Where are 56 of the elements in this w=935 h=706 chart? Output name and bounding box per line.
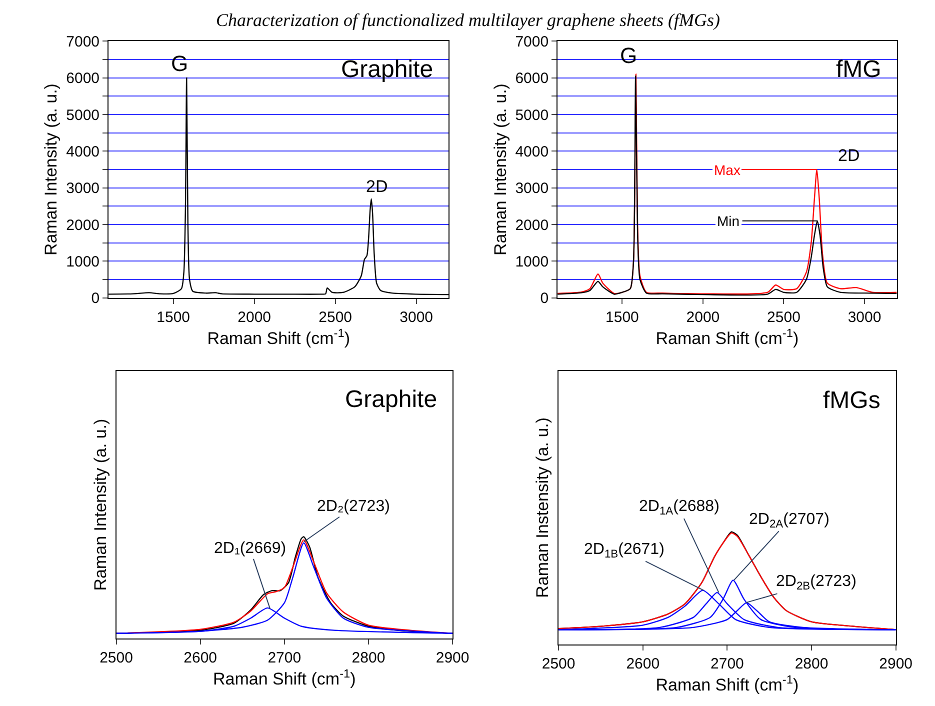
x-tick-label: 2500 (100, 649, 133, 666)
x-tick-label: 2600 (626, 655, 660, 672)
x-tick-label: 2500 (542, 655, 576, 672)
annotation: 2D₂(2723) (317, 498, 390, 515)
y-axis-title: Raman Intensity (a. u.) (90, 418, 110, 591)
text: fMGs (823, 387, 880, 414)
y-tick-label: 7000 (66, 33, 100, 50)
annotation: 2D (838, 146, 860, 165)
annotation: Graphite (341, 56, 434, 83)
x-tick-label: 2700 (268, 649, 302, 666)
x-axis-title: Raman Shift (cm$^{-1}$) (656, 672, 799, 694)
x-tick-label: 2500 (318, 308, 352, 326)
y-axis-title: Raman Intensity (a. u.) (42, 84, 61, 256)
x-tick-label: 1500 (156, 308, 190, 326)
x-tick-label: 2700 (710, 655, 744, 672)
y-tick-label: 7000 (515, 33, 549, 50)
x-tick-label: 2000 (686, 308, 720, 326)
y-axis-title: Raman Intensity (a. u.) (490, 84, 510, 256)
annotation: 2D$_{2B}$(2723) (776, 573, 856, 592)
y-tick-label: 0 (91, 290, 100, 308)
x-tick-label: 2900 (879, 655, 913, 672)
annotation: 2D$_{1A}$(2688) (639, 498, 720, 518)
text: Max (714, 162, 740, 178)
x-tick-label: 2800 (794, 655, 828, 672)
x-axis-title: Raman Shift (cm$^{-1}$) (212, 666, 356, 689)
x-tick-label: 2600 (184, 649, 218, 666)
annotation: 2D₁(2669) (214, 540, 286, 557)
y-tick-label: 4000 (515, 143, 549, 160)
x-tick-label: 3000 (848, 308, 882, 326)
x-tick-label: 2900 (436, 649, 470, 666)
text: Min (717, 213, 740, 229)
annotation: 2D$_{1B}$(2671) (584, 541, 664, 560)
y-tick-label: 1000 (66, 253, 100, 270)
y-tick-label: 6000 (66, 70, 100, 88)
y-tick-label: 3000 (66, 180, 100, 198)
y-tick-label: 2000 (515, 216, 549, 234)
y-tick-label: 5000 (66, 106, 100, 124)
chart-title: Characterization of functionalized multilayer graphene sheets (fMGs) (216, 10, 720, 30)
annotation: fMG (836, 56, 882, 83)
x-axis-title: Raman Shift (cm$^{-1}$) (656, 326, 799, 348)
annotation: 2D$_{2A}$(2707) (749, 511, 830, 530)
x-tick-label: 2000 (238, 308, 272, 326)
y-tick-label: 2000 (66, 216, 100, 234)
y-tick-label: 4000 (66, 143, 100, 160)
y-tick-label: 1000 (515, 253, 549, 270)
text: Graphite (345, 386, 438, 413)
y-tick-label: 5000 (515, 106, 549, 124)
y-tick-label: 0 (540, 290, 549, 308)
x-tick-label: 1500 (606, 308, 639, 326)
x-tick-label: 2500 (767, 308, 800, 326)
y-tick-label: 6000 (515, 70, 549, 88)
x-axis-title: Raman Shift (cm$^{-1}$) (207, 326, 350, 348)
y-tick-label: 3000 (515, 180, 549, 198)
x-tick-label: 3000 (400, 308, 434, 326)
y-axis-title: Raman Instensity (a. u.) (533, 417, 552, 598)
x-tick-label: 2800 (352, 649, 386, 666)
